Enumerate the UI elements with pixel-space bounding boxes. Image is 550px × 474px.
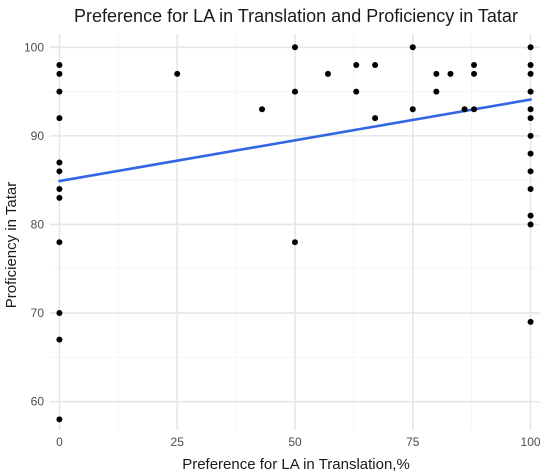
data-point — [409, 44, 416, 51]
data-point — [174, 70, 181, 77]
y-tick-label: 100 — [24, 40, 44, 54]
x-axis-title: Preference for LA in Translation,% — [182, 456, 410, 473]
data-point — [527, 44, 534, 51]
data-point — [527, 132, 534, 139]
data-point — [353, 62, 360, 69]
data-point — [409, 106, 416, 113]
data-point — [292, 44, 298, 51]
trend-line-group — [58, 98, 532, 183]
y-tick-labels: 60 70 80 90 100 — [24, 40, 44, 408]
data-point — [527, 115, 534, 122]
data-point — [56, 194, 63, 201]
data-point — [353, 88, 360, 95]
data-point — [527, 318, 534, 325]
data-point — [527, 212, 534, 219]
data-point — [527, 106, 534, 113]
y-tick-label: 60 — [31, 395, 45, 409]
chart-title: Preference for LA in Translation and Pro… — [74, 6, 518, 26]
data-point — [461, 106, 468, 113]
data-points — [56, 44, 534, 423]
data-point — [433, 70, 440, 77]
data-point — [56, 62, 63, 69]
data-point — [56, 336, 63, 343]
data-point — [527, 70, 534, 77]
data-point — [372, 115, 379, 122]
x-tick-label: 100 — [521, 435, 541, 449]
data-point — [433, 88, 440, 95]
data-point — [56, 115, 63, 122]
y-tick-label: 80 — [31, 217, 45, 231]
data-point — [527, 62, 534, 69]
data-point — [56, 416, 63, 423]
y-tick-label: 90 — [31, 129, 45, 143]
data-point — [56, 88, 63, 95]
data-point — [292, 88, 298, 95]
data-point — [527, 150, 534, 157]
data-point — [56, 239, 63, 246]
y-tick-label: 70 — [31, 306, 45, 320]
trend-line — [58, 98, 532, 183]
data-point — [471, 62, 478, 69]
y-axis-title: Proficiency in Tatar — [3, 182, 20, 308]
x-tick-label: 50 — [288, 435, 302, 449]
x-tick-labels: 0 25 50 75 100 — [56, 435, 541, 449]
data-point — [56, 70, 63, 77]
data-point — [292, 239, 298, 246]
data-point — [56, 159, 63, 166]
data-point — [259, 106, 266, 113]
data-point — [527, 88, 534, 95]
data-point — [56, 310, 63, 317]
data-point — [56, 168, 63, 175]
data-point — [324, 70, 331, 77]
data-point — [471, 106, 478, 113]
x-tick-label: 75 — [406, 435, 420, 449]
data-point — [471, 70, 478, 77]
x-tick-label: 0 — [56, 435, 63, 449]
data-point — [447, 70, 454, 77]
data-point — [527, 168, 534, 175]
data-point — [527, 221, 534, 228]
data-point — [372, 62, 379, 69]
data-point — [527, 186, 534, 193]
x-tick-label: 25 — [171, 435, 185, 449]
data-point — [56, 186, 63, 193]
